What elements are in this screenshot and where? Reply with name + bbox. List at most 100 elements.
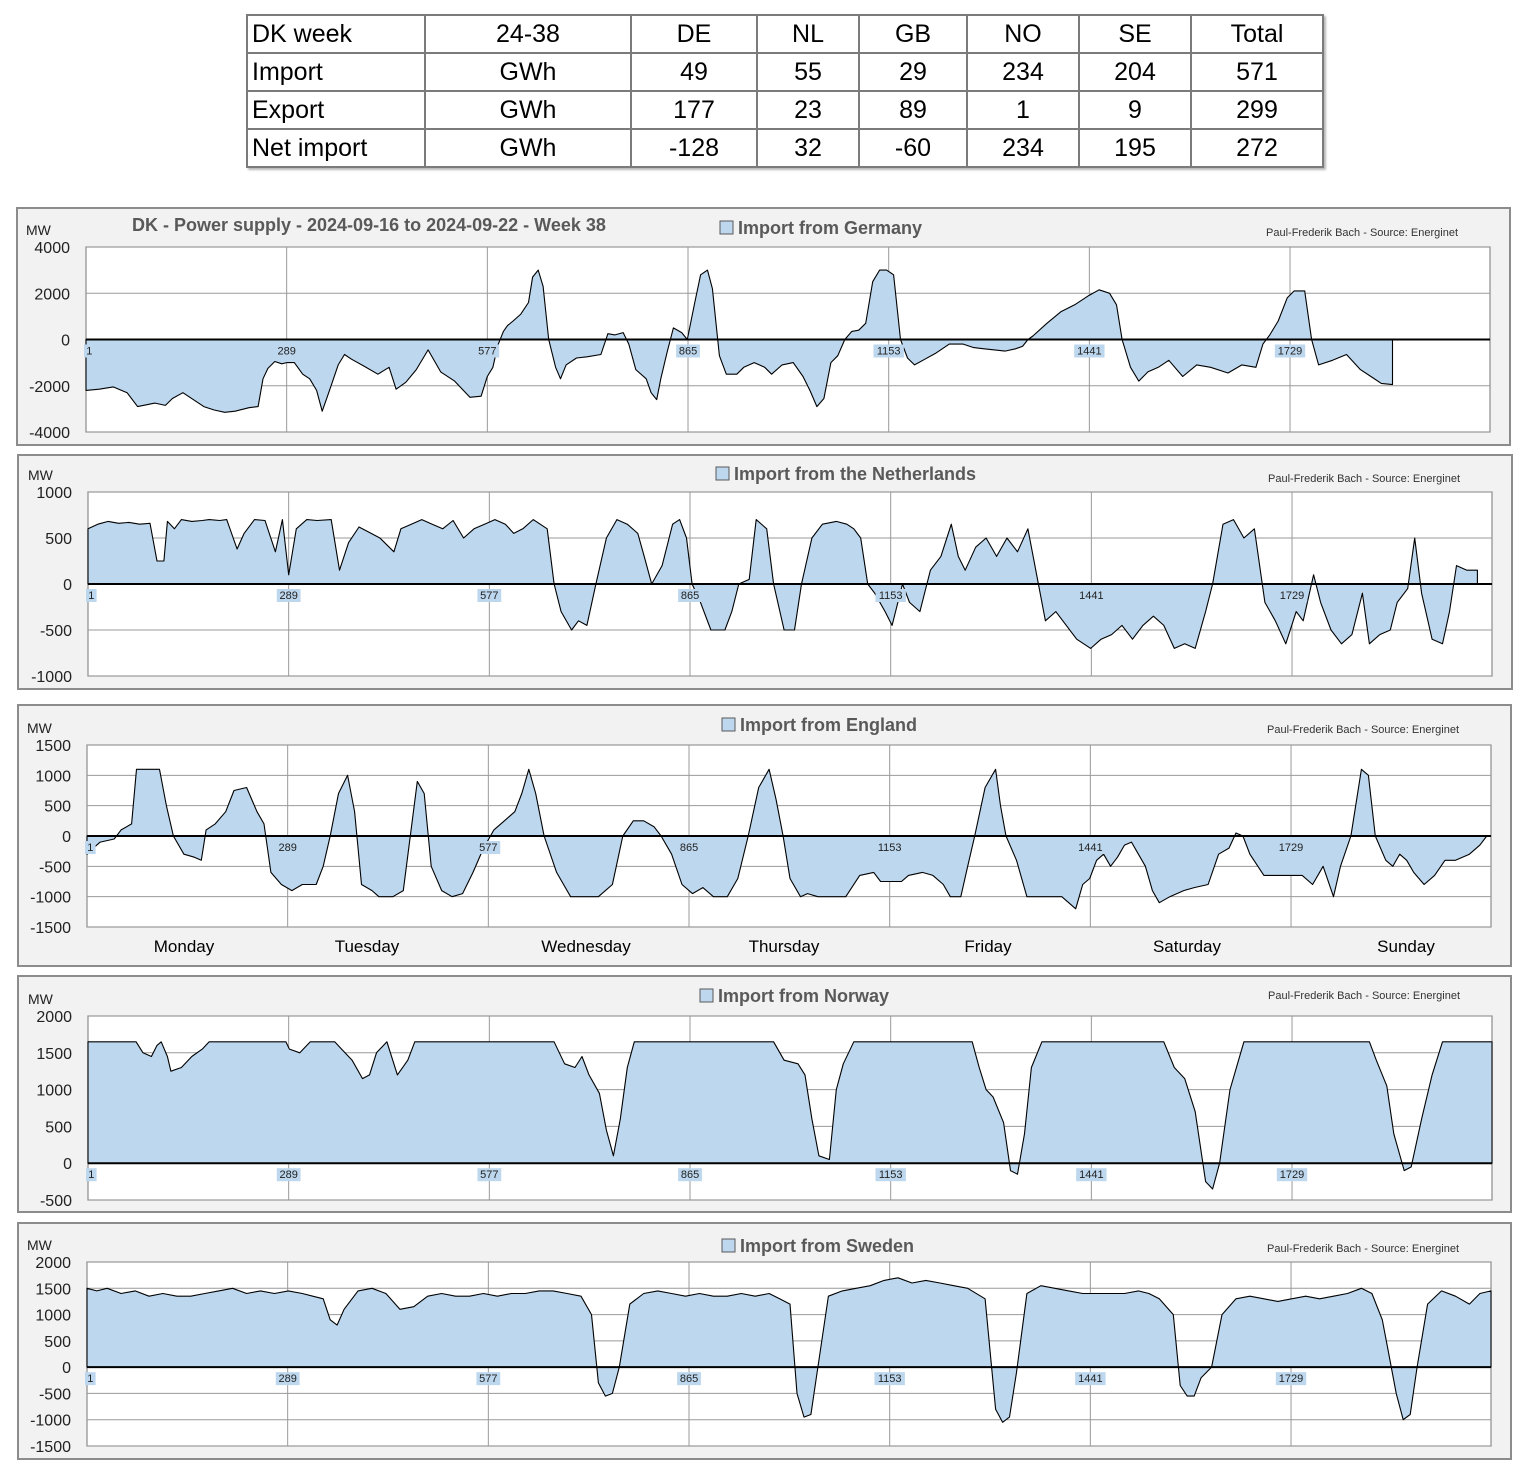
x-tick-label: 289: [278, 842, 296, 854]
x-tick-box: [276, 1168, 301, 1182]
y-tick-label: 500: [45, 531, 72, 548]
y-tick-label: 0: [63, 577, 72, 594]
y-tick-label: 0: [62, 829, 71, 846]
chart-svg: 2000 1500 1000 500 0 -500 1 289 577 865 1153 1441 17…: [28, 986, 1493, 1210]
y-tick-label: 500: [45, 1119, 72, 1136]
chart-panel-norway: 2000 1500 1000 500 0 -500 1 289 577 865 1153 1441 17…: [17, 975, 1512, 1213]
y-tick-label: -500: [39, 859, 71, 876]
x-tick-label: 1: [88, 590, 94, 602]
table-header-row: DK week 24-38 DE NL GB NO SE Total: [246, 14, 1324, 54]
legend-label: Import from Norway: [718, 986, 889, 1006]
y-tick-label: -1500: [30, 920, 71, 937]
x-tick-label: 1729: [1280, 590, 1304, 602]
x-tick-box: [1075, 1372, 1106, 1386]
x-tick-label: 865: [680, 1373, 698, 1385]
x-tick-box: [274, 344, 299, 358]
source-credit: Paul-Frederik Bach - Source: Energinet: [1268, 473, 1460, 485]
x-tick-box: [874, 1372, 905, 1386]
y-tick-label: 1500: [35, 1281, 71, 1298]
y-tick-label: 2000: [36, 1009, 72, 1026]
x-tick-box: [1276, 589, 1308, 602]
chart-svg: 1000 500 0 -500 -1000 1 289 577 865 1153 1441 1729 M…: [28, 464, 1493, 686]
legend-label: Import from England: [740, 715, 917, 735]
day-label: Monday: [154, 937, 215, 956]
y-tick-label: -500: [39, 1386, 71, 1403]
table-cell: GWh: [424, 128, 632, 168]
x-tick-label: 1: [87, 1373, 93, 1385]
y-unit-label: MW: [28, 991, 54, 1007]
x-tick-label: 1153: [877, 346, 901, 358]
x-tick-box: [476, 841, 501, 854]
chart-svg: 2000 1500 1000 500 0 -500 -1000 -1500 1 289 577 865…: [27, 1236, 1492, 1456]
legend-label: Import from Germany: [738, 218, 922, 238]
x-tick-box: [475, 344, 500, 358]
x-tick-label: 1: [88, 1169, 94, 1181]
x-tick-box: [678, 1168, 702, 1182]
day-label: Wednesday: [541, 937, 631, 956]
x-tick-label: 577: [480, 1169, 498, 1181]
table-cell: GWh: [424, 90, 632, 130]
series-area-sweden: [86, 1277, 1492, 1423]
x-tick-box: [86, 1168, 97, 1182]
source-credit: Paul-Frederik Bach - Source: Energinet: [1267, 1243, 1459, 1255]
series-area-germany: [85, 269, 1394, 413]
y-unit-label: MW: [27, 720, 53, 736]
legend-swatch: [721, 717, 736, 732]
table-cell: 49: [630, 52, 758, 92]
x-tick-label: 865: [681, 590, 699, 602]
x-tick-box: [85, 1372, 96, 1386]
legend-swatch: [719, 220, 734, 235]
x-tick-label: 577: [479, 1373, 497, 1385]
y-tick-label: 1000: [35, 768, 71, 785]
table-row: Export GWh 177 23 89 1 9 299: [246, 90, 1324, 130]
y-tick-label: 2000: [34, 286, 70, 303]
table-cell: GWh: [424, 52, 632, 92]
x-tick-label: 289: [279, 590, 297, 602]
x-tick-box: [276, 589, 301, 602]
x-tick-box: [677, 841, 701, 854]
legend-label: Import from the Netherlands: [734, 464, 976, 484]
table-cell: 89: [858, 90, 968, 130]
table-row: Import GWh 49 55 29 234 204 571: [246, 52, 1324, 92]
table-cell: 1: [966, 90, 1080, 130]
series-area-england: [86, 768, 1488, 910]
x-tick-label: 289: [279, 1169, 297, 1181]
x-tick-label: 1153: [879, 1169, 903, 1181]
x-tick-box: [1074, 344, 1105, 358]
table-cell: 177: [630, 90, 758, 130]
x-tick-label: 1153: [878, 842, 902, 854]
table-cell: Export: [246, 90, 426, 130]
x-tick-box: [875, 1168, 906, 1182]
x-tick-box: [1076, 1168, 1107, 1182]
y-unit-label: MW: [26, 222, 52, 238]
table-cell: Import: [246, 52, 426, 92]
source-credit: Paul-Frederik Bach - Source: Energinet: [1267, 724, 1459, 736]
table-cell: -60: [858, 128, 968, 168]
x-tick-label: 1729: [1279, 842, 1303, 854]
table-cell: 29: [858, 52, 968, 92]
x-tick-label: 577: [478, 346, 496, 358]
table-cell: 234: [966, 52, 1080, 92]
x-tick-label: 865: [679, 346, 697, 358]
x-tick-label: 577: [480, 590, 498, 602]
chart-panel-sweden: 2000 1500 1000 500 0 -500 -1000 -1500 1 289 577 865…: [17, 1222, 1512, 1460]
table-cell: -128: [630, 128, 758, 168]
x-tick-label: 289: [278, 1373, 296, 1385]
y-tick-label: -1000: [30, 890, 71, 907]
table-header-cell: SE: [1078, 14, 1192, 54]
table-cell: 23: [756, 90, 860, 130]
x-tick-label: 1729: [1280, 1169, 1304, 1181]
y-tick-label: -500: [40, 1193, 72, 1210]
chart-panel-netherlands: 1000 500 0 -500 -1000 1 289 577 865 1153 1441 1729 M…: [17, 454, 1513, 690]
x-tick-box: [476, 1372, 501, 1386]
x-tick-box: [477, 1168, 502, 1182]
table-header-cell: DE: [630, 14, 758, 54]
chart-svg: 4000 2000 0 -2000 -4000 1 289 577 865 1153 1441 172…: [26, 215, 1491, 442]
y-unit-label: MW: [28, 467, 54, 483]
y-tick-label: -500: [40, 623, 72, 640]
table-cell: 32: [756, 128, 860, 168]
table-cell: 234: [966, 128, 1080, 168]
table-cell: 272: [1190, 128, 1324, 168]
x-tick-box: [1075, 841, 1106, 854]
x-tick-label: 1: [87, 842, 93, 854]
